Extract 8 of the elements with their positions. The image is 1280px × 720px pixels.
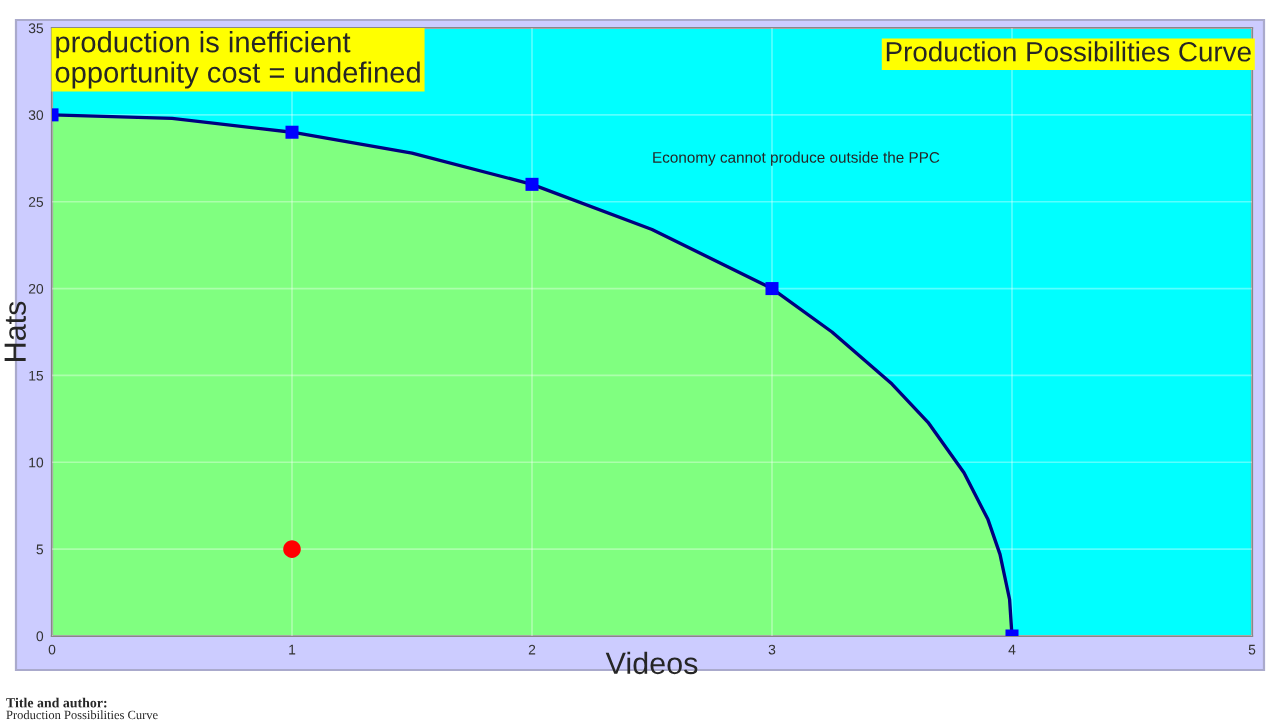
point [765,282,779,296]
x-axis-title: Videos [605,651,698,675]
chart-title: Production Possibilities Curve [886,41,1251,62]
point [525,177,539,191]
y-axis-title: Hats [4,301,26,361]
point [283,540,301,558]
annotation: production is inefficient opportunity cost = undefined [55,31,420,89]
point [285,125,299,139]
